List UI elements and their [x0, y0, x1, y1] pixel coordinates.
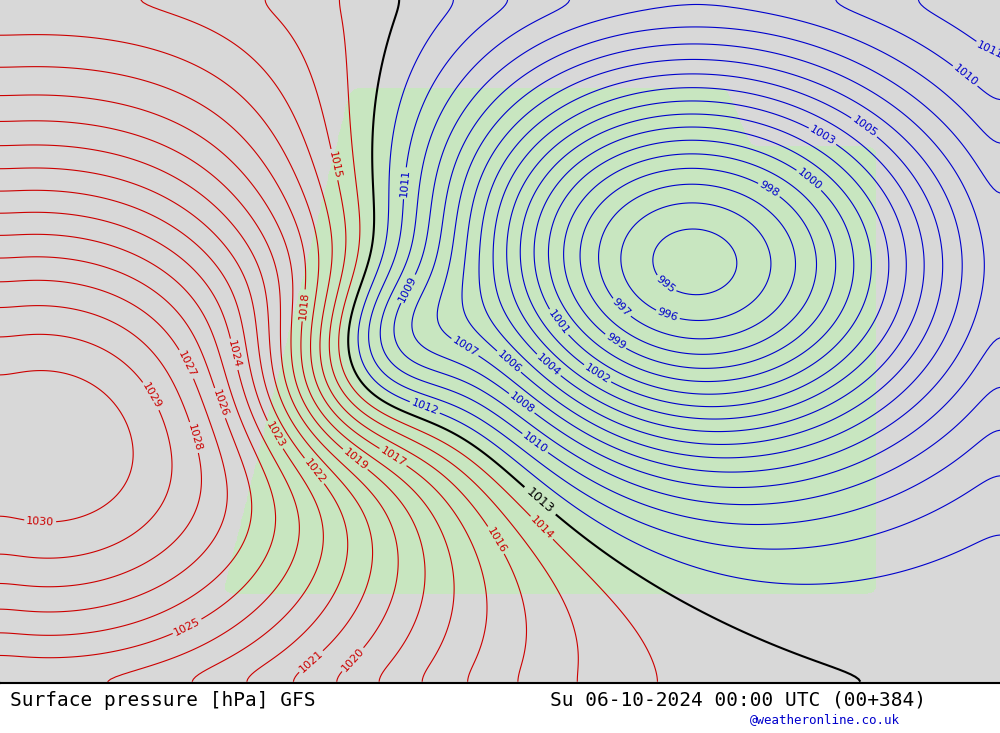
Text: 1002: 1002 — [583, 362, 612, 386]
Text: 999: 999 — [604, 331, 627, 352]
Text: 1023: 1023 — [264, 420, 286, 449]
Text: 1020: 1020 — [340, 646, 366, 674]
Text: 1010: 1010 — [951, 63, 979, 89]
Text: 1018: 1018 — [297, 291, 310, 320]
Text: 1015: 1015 — [327, 150, 342, 180]
Text: Su 06-10-2024 00:00 UTC (00+384): Su 06-10-2024 00:00 UTC (00+384) — [550, 690, 926, 710]
Text: 1029: 1029 — [140, 381, 163, 410]
Text: 1026: 1026 — [211, 388, 229, 418]
Text: 1007: 1007 — [450, 336, 479, 359]
Text: Surface pressure [hPa] GFS: Surface pressure [hPa] GFS — [10, 690, 316, 710]
Text: 1012: 1012 — [410, 398, 440, 417]
Text: 1022: 1022 — [302, 457, 327, 485]
Text: 1011: 1011 — [398, 169, 411, 198]
Text: 1003: 1003 — [808, 124, 837, 147]
Text: 1027: 1027 — [176, 349, 198, 379]
Text: 1025: 1025 — [172, 616, 202, 638]
Text: 1009: 1009 — [397, 274, 419, 303]
Text: 1024: 1024 — [226, 339, 242, 369]
Text: 1010: 1010 — [521, 431, 549, 455]
Text: 998: 998 — [758, 180, 781, 199]
Text: 1013: 1013 — [524, 485, 556, 516]
Text: 1016: 1016 — [485, 526, 508, 555]
Text: 1005: 1005 — [850, 115, 879, 139]
Text: 1004: 1004 — [535, 352, 562, 378]
Text: 1021: 1021 — [297, 649, 325, 674]
Text: 1006: 1006 — [495, 349, 523, 375]
Text: 1028: 1028 — [186, 422, 203, 452]
Text: 995: 995 — [654, 274, 677, 295]
Text: 1011: 1011 — [975, 40, 1000, 60]
Text: 1000: 1000 — [795, 167, 823, 192]
Text: 1001: 1001 — [546, 309, 571, 336]
Text: 1014: 1014 — [528, 515, 555, 541]
Text: 1019: 1019 — [341, 446, 369, 472]
Text: 997: 997 — [610, 297, 632, 319]
Text: 1008: 1008 — [508, 391, 536, 416]
Text: 996: 996 — [656, 307, 679, 323]
Text: 1017: 1017 — [379, 445, 408, 468]
Text: @weatheronline.co.uk: @weatheronline.co.uk — [750, 712, 900, 726]
Text: 1030: 1030 — [26, 516, 54, 528]
